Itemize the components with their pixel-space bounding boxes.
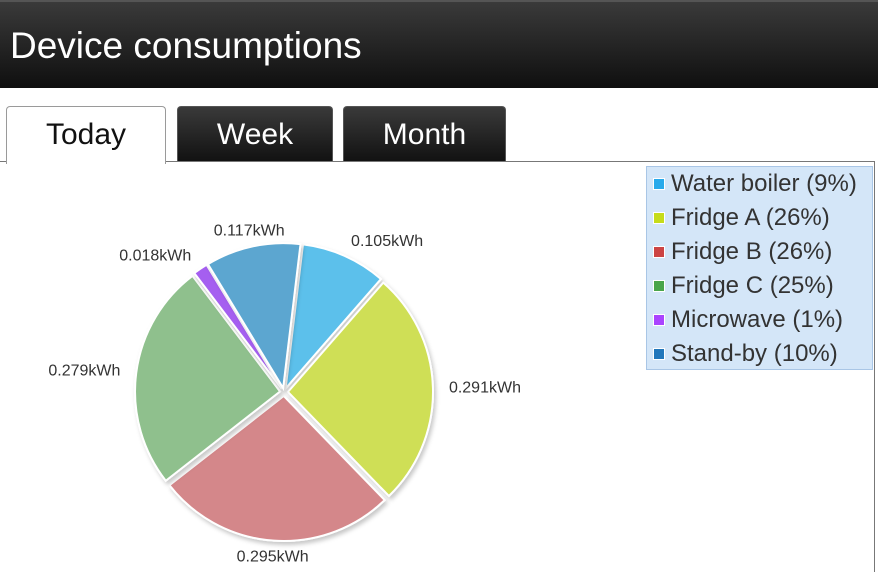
legend-swatch — [653, 348, 665, 360]
pie-slice-fridge-b[interactable] — [168, 394, 387, 542]
legend-item: Fridge A (26%) — [651, 203, 873, 233]
legend-item: Microwave (1%) — [651, 305, 873, 335]
slice-value-label: 0.279kWh — [48, 363, 120, 380]
app-header: Device consumptions — [0, 0, 878, 88]
legend-item: Stand-by (10%) — [651, 339, 873, 369]
slice-value-label: 0.117kWh — [214, 223, 285, 240]
legend-item: Water boiler (9%) — [651, 169, 873, 199]
legend-item: Fridge C (25%) — [651, 271, 873, 301]
legend-item: Fridge B (26%) — [651, 237, 873, 267]
legend-label: Water boiler (9%) — [671, 170, 857, 197]
legend-swatch — [653, 246, 665, 258]
pie-slice-fridge-a[interactable] — [286, 281, 434, 498]
legend-swatch — [653, 178, 665, 190]
chart-legend: Water boiler (9%) Fridge A (26%) Fridge … — [646, 166, 873, 370]
legend-label: Fridge A (26%) — [671, 204, 830, 231]
tab-today[interactable]: Today — [6, 106, 166, 164]
legend-swatch — [653, 212, 665, 224]
pie-slice-fridge-c[interactable] — [134, 274, 282, 483]
legend-label: Stand-by (10%) — [671, 340, 838, 367]
slice-value-label: 0.291kWh — [449, 380, 521, 397]
page-title: Device consumptions — [10, 25, 362, 66]
slice-value-label: 0.018kWh — [119, 247, 191, 264]
period-tabs: Today Week Month — [0, 106, 878, 164]
pie-slice-microwave[interactable] — [192, 263, 283, 390]
legend-swatch — [653, 314, 665, 326]
legend-label: Microwave (1%) — [671, 306, 844, 333]
tab-month[interactable]: Month — [343, 106, 506, 162]
legend-label: Fridge C (25%) — [671, 272, 834, 299]
pie-slice-stand-by[interactable] — [206, 242, 302, 392]
tab-week[interactable]: Week — [177, 106, 333, 162]
slice-value-label: 0.105kWh — [351, 233, 423, 250]
slice-value-label: 0.295kWh — [237, 549, 309, 566]
legend-swatch — [653, 280, 665, 292]
legend-label: Fridge B (26%) — [671, 238, 833, 265]
pie-slice-water-boiler[interactable] — [284, 243, 383, 392]
